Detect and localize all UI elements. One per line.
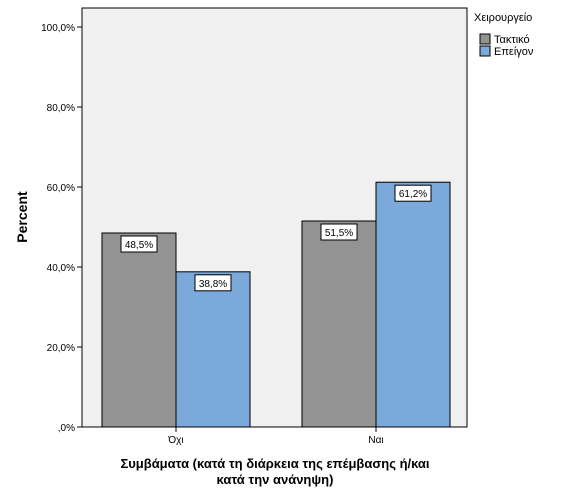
bar-Τακτικό-Ναι — [301, 220, 377, 428]
bar-Επείγον-Ναι — [375, 181, 451, 428]
x-tick-label: Ναι — [368, 435, 383, 446]
legend-swatch — [479, 45, 491, 57]
data-label: 48,5% — [125, 240, 153, 251]
bar-Επείγον-Όχι — [175, 271, 251, 428]
data-label-box — [120, 235, 158, 253]
y-tick-label: 40,0% — [47, 263, 75, 274]
data-label: 38,8% — [199, 279, 227, 290]
y-tick-label: 80,0% — [47, 103, 75, 114]
legend-label: Τακτικό — [494, 34, 530, 46]
bar-Τακτικό-Όχι — [101, 232, 177, 428]
y-tick-label: 100,0% — [41, 23, 75, 34]
y-axis-title: Percent — [14, 191, 30, 243]
legend-swatch — [479, 33, 491, 45]
x-tick-label: Όχι — [167, 435, 183, 446]
data-label-box — [394, 184, 432, 202]
x-axis-title-line: κατά την ανάνηψη) — [217, 472, 334, 487]
data-label: 61,2% — [399, 189, 427, 200]
y-tick-label: ,0% — [58, 423, 75, 434]
data-label: 51,5% — [325, 228, 353, 239]
data-label-box — [320, 223, 358, 241]
y-tick-label: 20,0% — [47, 343, 75, 354]
x-axis-title-line: Συμβάματα (κατά τη διάρκεια της επέμβαση… — [120, 456, 429, 471]
legend-label: Επείγον — [494, 46, 534, 58]
data-label-box — [194, 274, 232, 292]
legend-title: Χειρουργείο — [474, 12, 532, 24]
y-tick-label: 60,0% — [47, 183, 75, 194]
